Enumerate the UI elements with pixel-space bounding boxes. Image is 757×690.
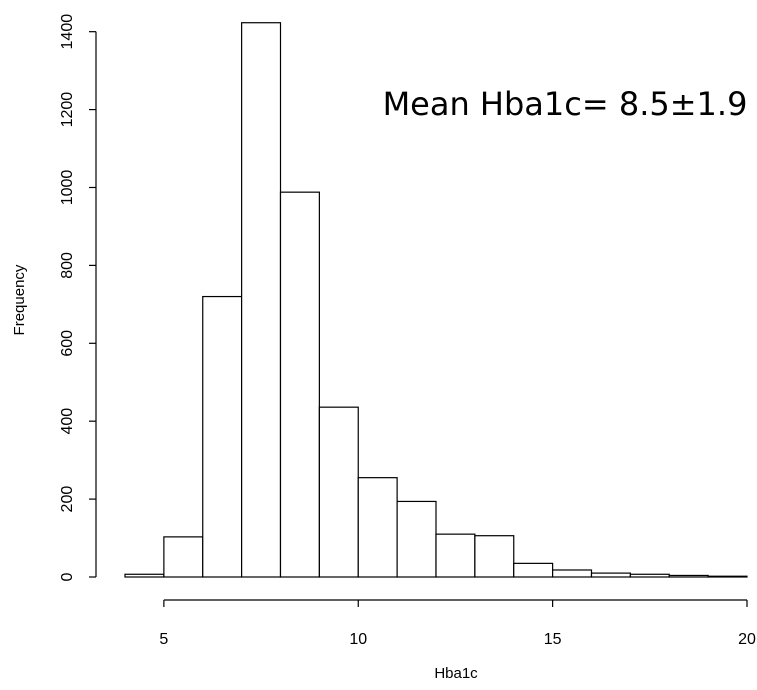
x-tick-label: 10 bbox=[349, 631, 367, 648]
x-tick-label: 20 bbox=[738, 631, 756, 648]
bars-group bbox=[124, 22, 748, 578]
histogram-bar bbox=[435, 533, 476, 578]
y-tick-label: 1200 bbox=[59, 92, 76, 128]
x-tick-label: 15 bbox=[544, 631, 562, 648]
y-tick-label: 800 bbox=[59, 252, 76, 279]
mean-annotation: Mean Hba1c= 8.5±1.9 bbox=[383, 85, 748, 123]
y-tick-label: 1000 bbox=[59, 170, 76, 206]
histogram-bar bbox=[552, 569, 593, 578]
histogram-bar bbox=[318, 406, 359, 578]
histogram-bar bbox=[202, 295, 243, 578]
histogram-bar bbox=[241, 22, 282, 578]
histogram-bar bbox=[396, 500, 437, 578]
x-tick-label: 5 bbox=[159, 631, 168, 648]
histogram-bar bbox=[668, 574, 709, 578]
histogram-bar bbox=[474, 535, 515, 578]
histogram-bar bbox=[163, 536, 204, 578]
histogram-bar bbox=[513, 562, 554, 578]
y-tick-label: 600 bbox=[59, 330, 76, 357]
histogram-bar bbox=[629, 573, 670, 578]
y-axis: 0 200 400 600 800 1000 1200 1400 bbox=[59, 14, 97, 581]
histogram-bar bbox=[590, 572, 631, 578]
y-axis-title: Frequency bbox=[11, 264, 28, 335]
x-axis: 5 10 15 20 bbox=[159, 599, 756, 648]
x-axis-title: Hba1c bbox=[434, 665, 478, 682]
y-tick-label: 200 bbox=[59, 486, 76, 513]
y-tick-label: 400 bbox=[59, 408, 76, 435]
histogram-bar bbox=[707, 575, 748, 578]
y-tick-label: 1400 bbox=[59, 14, 76, 50]
y-tick-label: 0 bbox=[59, 572, 76, 581]
histogram-bar bbox=[279, 191, 320, 578]
histogram-bar bbox=[357, 477, 398, 578]
histogram-bar bbox=[124, 573, 165, 578]
